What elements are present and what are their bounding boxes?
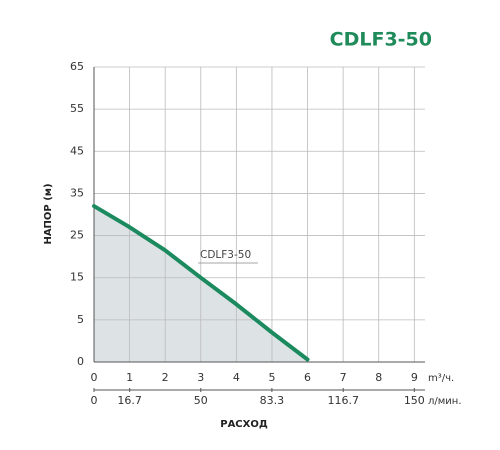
pump-curve — [92, 204, 310, 362]
x2-tick-label: 16.7 — [117, 394, 142, 407]
x2-tick-label: 116.7 — [327, 394, 359, 407]
x2-unit: л/мин. — [428, 396, 462, 407]
x-tick-label: 5 — [268, 371, 275, 384]
x-axis-label: РАСХОД — [220, 419, 268, 430]
x-tick-label: 7 — [340, 371, 347, 384]
x-tick-label: 9 — [411, 371, 418, 384]
y-tick-label: 0 — [77, 355, 84, 368]
y-tick-label: 45 — [70, 144, 84, 157]
x2-tick-label: 83.3 — [260, 394, 285, 407]
y-tick-label: 35 — [70, 186, 84, 199]
x-tick-label: 2 — [162, 371, 169, 384]
y-tick-label: 65 — [70, 60, 84, 73]
y-tick-label: 55 — [70, 102, 84, 115]
curve-label: CDLF3-50 — [200, 249, 251, 261]
x2-tick-label: 50 — [194, 394, 208, 407]
y-tick-label: 5 — [77, 313, 84, 326]
x-tick-label: 8 — [375, 371, 382, 384]
x-tick-label: 4 — [233, 371, 240, 384]
y-axis-label: НАПОР (м) — [43, 183, 54, 244]
x2-tick-label: 0 — [91, 394, 98, 407]
x-tick-label: 3 — [197, 371, 204, 384]
x-tick-label: 0 — [91, 371, 98, 384]
y-tick-label: 15 — [70, 271, 84, 284]
x-tick-label: 6 — [304, 371, 311, 384]
x2-tick-label: 150 — [404, 394, 425, 407]
x-unit: m³/ч. — [428, 373, 454, 384]
chart-title: CDLF3-50 — [330, 29, 432, 51]
x-tick-label: 1 — [126, 371, 133, 384]
y-tick-label: 25 — [70, 229, 84, 242]
